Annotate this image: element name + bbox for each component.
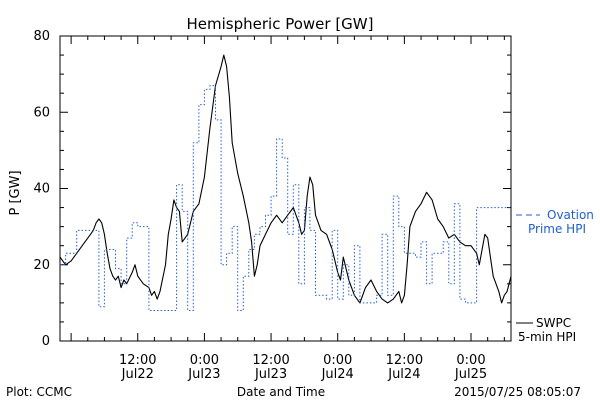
- y-axis-label: P [GW]: [8, 170, 23, 215]
- plot-credit: Plot: CCMC: [6, 385, 72, 399]
- x-axis-label: Date and Time: [237, 385, 325, 399]
- x-tick-date-label: Jul22: [121, 367, 154, 382]
- y-tick-label: 80: [33, 29, 50, 44]
- y-tick-label: 20: [33, 258, 50, 273]
- x-tick-date-label: Jul24: [321, 367, 354, 382]
- legend-ovation-label-line1: Ovation: [547, 208, 594, 222]
- legend-swpc-label-line1: SWPC: [536, 316, 571, 330]
- series-swpc-line: [59, 54, 512, 304]
- plot-frame: [59, 35, 512, 342]
- x-tick-date-label: Jul25: [454, 367, 487, 382]
- chart-title: Hemispheric Power [GW]: [187, 15, 374, 33]
- series-ovation-prime-line: [60, 85, 511, 311]
- x-tick-time-label: 0:00: [323, 353, 352, 368]
- x-tick-time-label: 0:00: [456, 353, 485, 368]
- x-tick-time-label: 12:00: [386, 353, 423, 368]
- legend-ovation-label-line2: Prime HPI: [528, 222, 586, 236]
- x-tick-time-label: 12:00: [252, 353, 289, 368]
- x-axis-ticks: 12:00Jul220:00Jul2312:00Jul230:00Jul2412…: [70, 36, 505, 382]
- y-tick-label: 60: [33, 105, 50, 120]
- x-tick-date-label: Jul23: [187, 367, 220, 382]
- x-tick-date-label: Jul23: [254, 367, 287, 382]
- timestamp: 2015/07/25 08:05:07: [454, 385, 581, 399]
- y-tick-label: 40: [33, 182, 50, 197]
- x-tick-date-label: Jul24: [387, 367, 420, 382]
- y-tick-label: 0: [42, 334, 50, 349]
- legend-ovation: Ovation Prime HPI: [516, 208, 594, 236]
- x-tick-time-label: 12:00: [119, 353, 156, 368]
- legend-swpc: SWPC 5-min HPI: [516, 316, 576, 344]
- legend-swpc-label-line2: 5-min HPI: [518, 330, 576, 344]
- x-tick-time-label: 0:00: [190, 353, 219, 368]
- y-axis-ticks: 0 20 40 60 80: [33, 29, 511, 349]
- series-lines: [59, 54, 512, 311]
